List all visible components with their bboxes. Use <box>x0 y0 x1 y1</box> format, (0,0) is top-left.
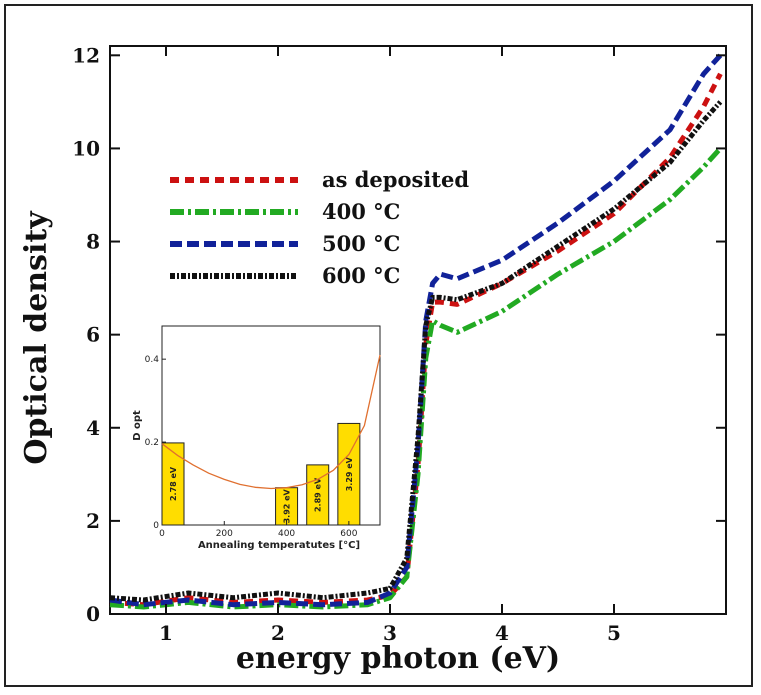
y-tick-label-6: 12 <box>72 43 100 67</box>
inset-x-tick-label-0: 0 <box>159 529 165 539</box>
main-plot-area <box>109 45 727 615</box>
series-line-3 <box>109 100 723 603</box>
inset-y-axis-title: D opt <box>132 410 143 441</box>
inset-y-tick-label-0: 0 <box>153 521 159 531</box>
x-tick-label-2: 3 <box>383 621 397 645</box>
inset-chart: 2.78 eV 3.92 eV 2.89 eV 3.29 eV 0 200 400 600 0 0… <box>132 325 381 551</box>
inset-bar-label-3: 3.29 eV <box>345 456 354 491</box>
y-tick-label-5: 10 <box>72 136 100 160</box>
inset-bar-2 <box>306 464 330 526</box>
inset-bar-label-0: 2.78 eV <box>169 466 178 501</box>
figure-frame <box>4 4 753 687</box>
inset-x-axis-title: Annealing temperatutes [°C] <box>198 540 360 551</box>
y-tick-label-1: 2 <box>86 509 100 533</box>
legend-label-0: as deposited <box>322 167 469 192</box>
legend-label-2: 500 °C <box>322 231 400 256</box>
inset-x-tick-label-2: 400 <box>278 529 295 539</box>
y-axis-title: Optical density <box>19 210 54 465</box>
y-tick-label-0: 0 <box>86 602 100 626</box>
inset-bar-0 <box>161 442 185 526</box>
inset-bar-label-2: 2.89 eV <box>314 477 323 512</box>
inset-fit-curve <box>161 354 381 490</box>
legend-label-1: 400 °C <box>322 199 400 224</box>
inset-y-tick-label-1: 0.2 <box>145 438 159 448</box>
y-tick-label-2: 4 <box>86 416 100 440</box>
x-tick-label-4: 5 <box>607 621 621 645</box>
y-tick-label-3: 6 <box>86 323 100 347</box>
x-tick-label-3: 4 <box>495 621 509 645</box>
y-tick-label-4: 8 <box>86 230 100 254</box>
inset-x-tick-label-1: 200 <box>216 529 233 539</box>
inset-x-tick-label-3: 600 <box>340 529 357 539</box>
legend: as deposited 400 °C 500 °C 600 °C <box>170 167 469 288</box>
inset-y-tick-label-2: 0.4 <box>145 355 160 365</box>
x-tick-label-1: 2 <box>271 621 285 645</box>
x-axis-title: energy photon (eV) <box>236 641 560 676</box>
legend-label-3: 600 °C <box>322 263 400 288</box>
inset-bar-label-1: 3.92 eV <box>283 488 292 523</box>
x-tick-label-0: 1 <box>159 621 173 645</box>
